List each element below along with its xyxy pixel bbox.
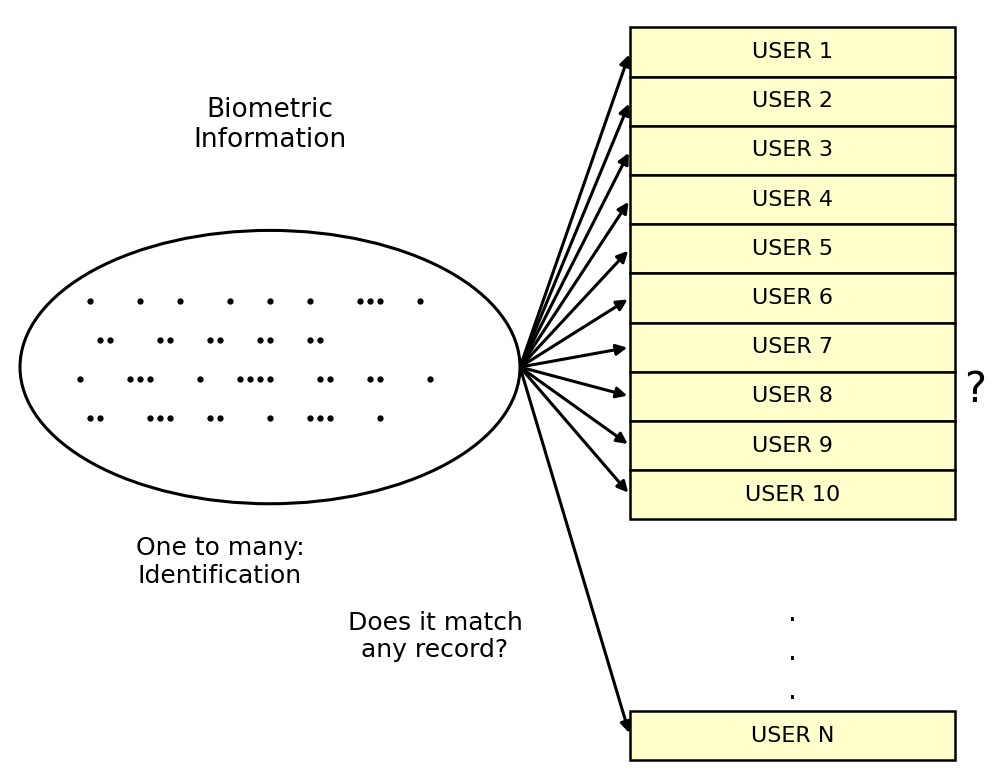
Text: USER 6: USER 6 (752, 288, 833, 308)
FancyBboxPatch shape (630, 372, 955, 421)
FancyBboxPatch shape (630, 323, 955, 372)
Text: ·
·
·: · · · (788, 607, 796, 713)
Text: USER 1: USER 1 (752, 42, 833, 62)
Text: ?: ? (964, 369, 986, 412)
Text: USER 5: USER 5 (752, 239, 833, 259)
Text: USER 2: USER 2 (752, 91, 833, 111)
Text: Does it match
any record?: Does it match any record? (348, 611, 522, 662)
FancyBboxPatch shape (630, 77, 955, 126)
FancyBboxPatch shape (630, 175, 955, 224)
FancyBboxPatch shape (630, 470, 955, 519)
Ellipse shape (20, 230, 520, 504)
FancyBboxPatch shape (630, 711, 955, 761)
Text: One to many:
Identification: One to many: Identification (136, 537, 304, 588)
FancyBboxPatch shape (630, 126, 955, 175)
FancyBboxPatch shape (630, 273, 955, 323)
FancyBboxPatch shape (630, 27, 955, 77)
Text: USER 3: USER 3 (752, 141, 833, 160)
Text: USER 9: USER 9 (752, 436, 833, 455)
FancyBboxPatch shape (630, 421, 955, 470)
Text: USER 8: USER 8 (752, 387, 833, 406)
Text: Biometric
Information: Biometric Information (193, 97, 347, 153)
Text: USER N: USER N (751, 726, 834, 746)
FancyBboxPatch shape (630, 224, 955, 273)
Text: USER 10: USER 10 (745, 485, 840, 505)
Text: USER 4: USER 4 (752, 190, 833, 209)
Text: USER 7: USER 7 (752, 337, 833, 357)
